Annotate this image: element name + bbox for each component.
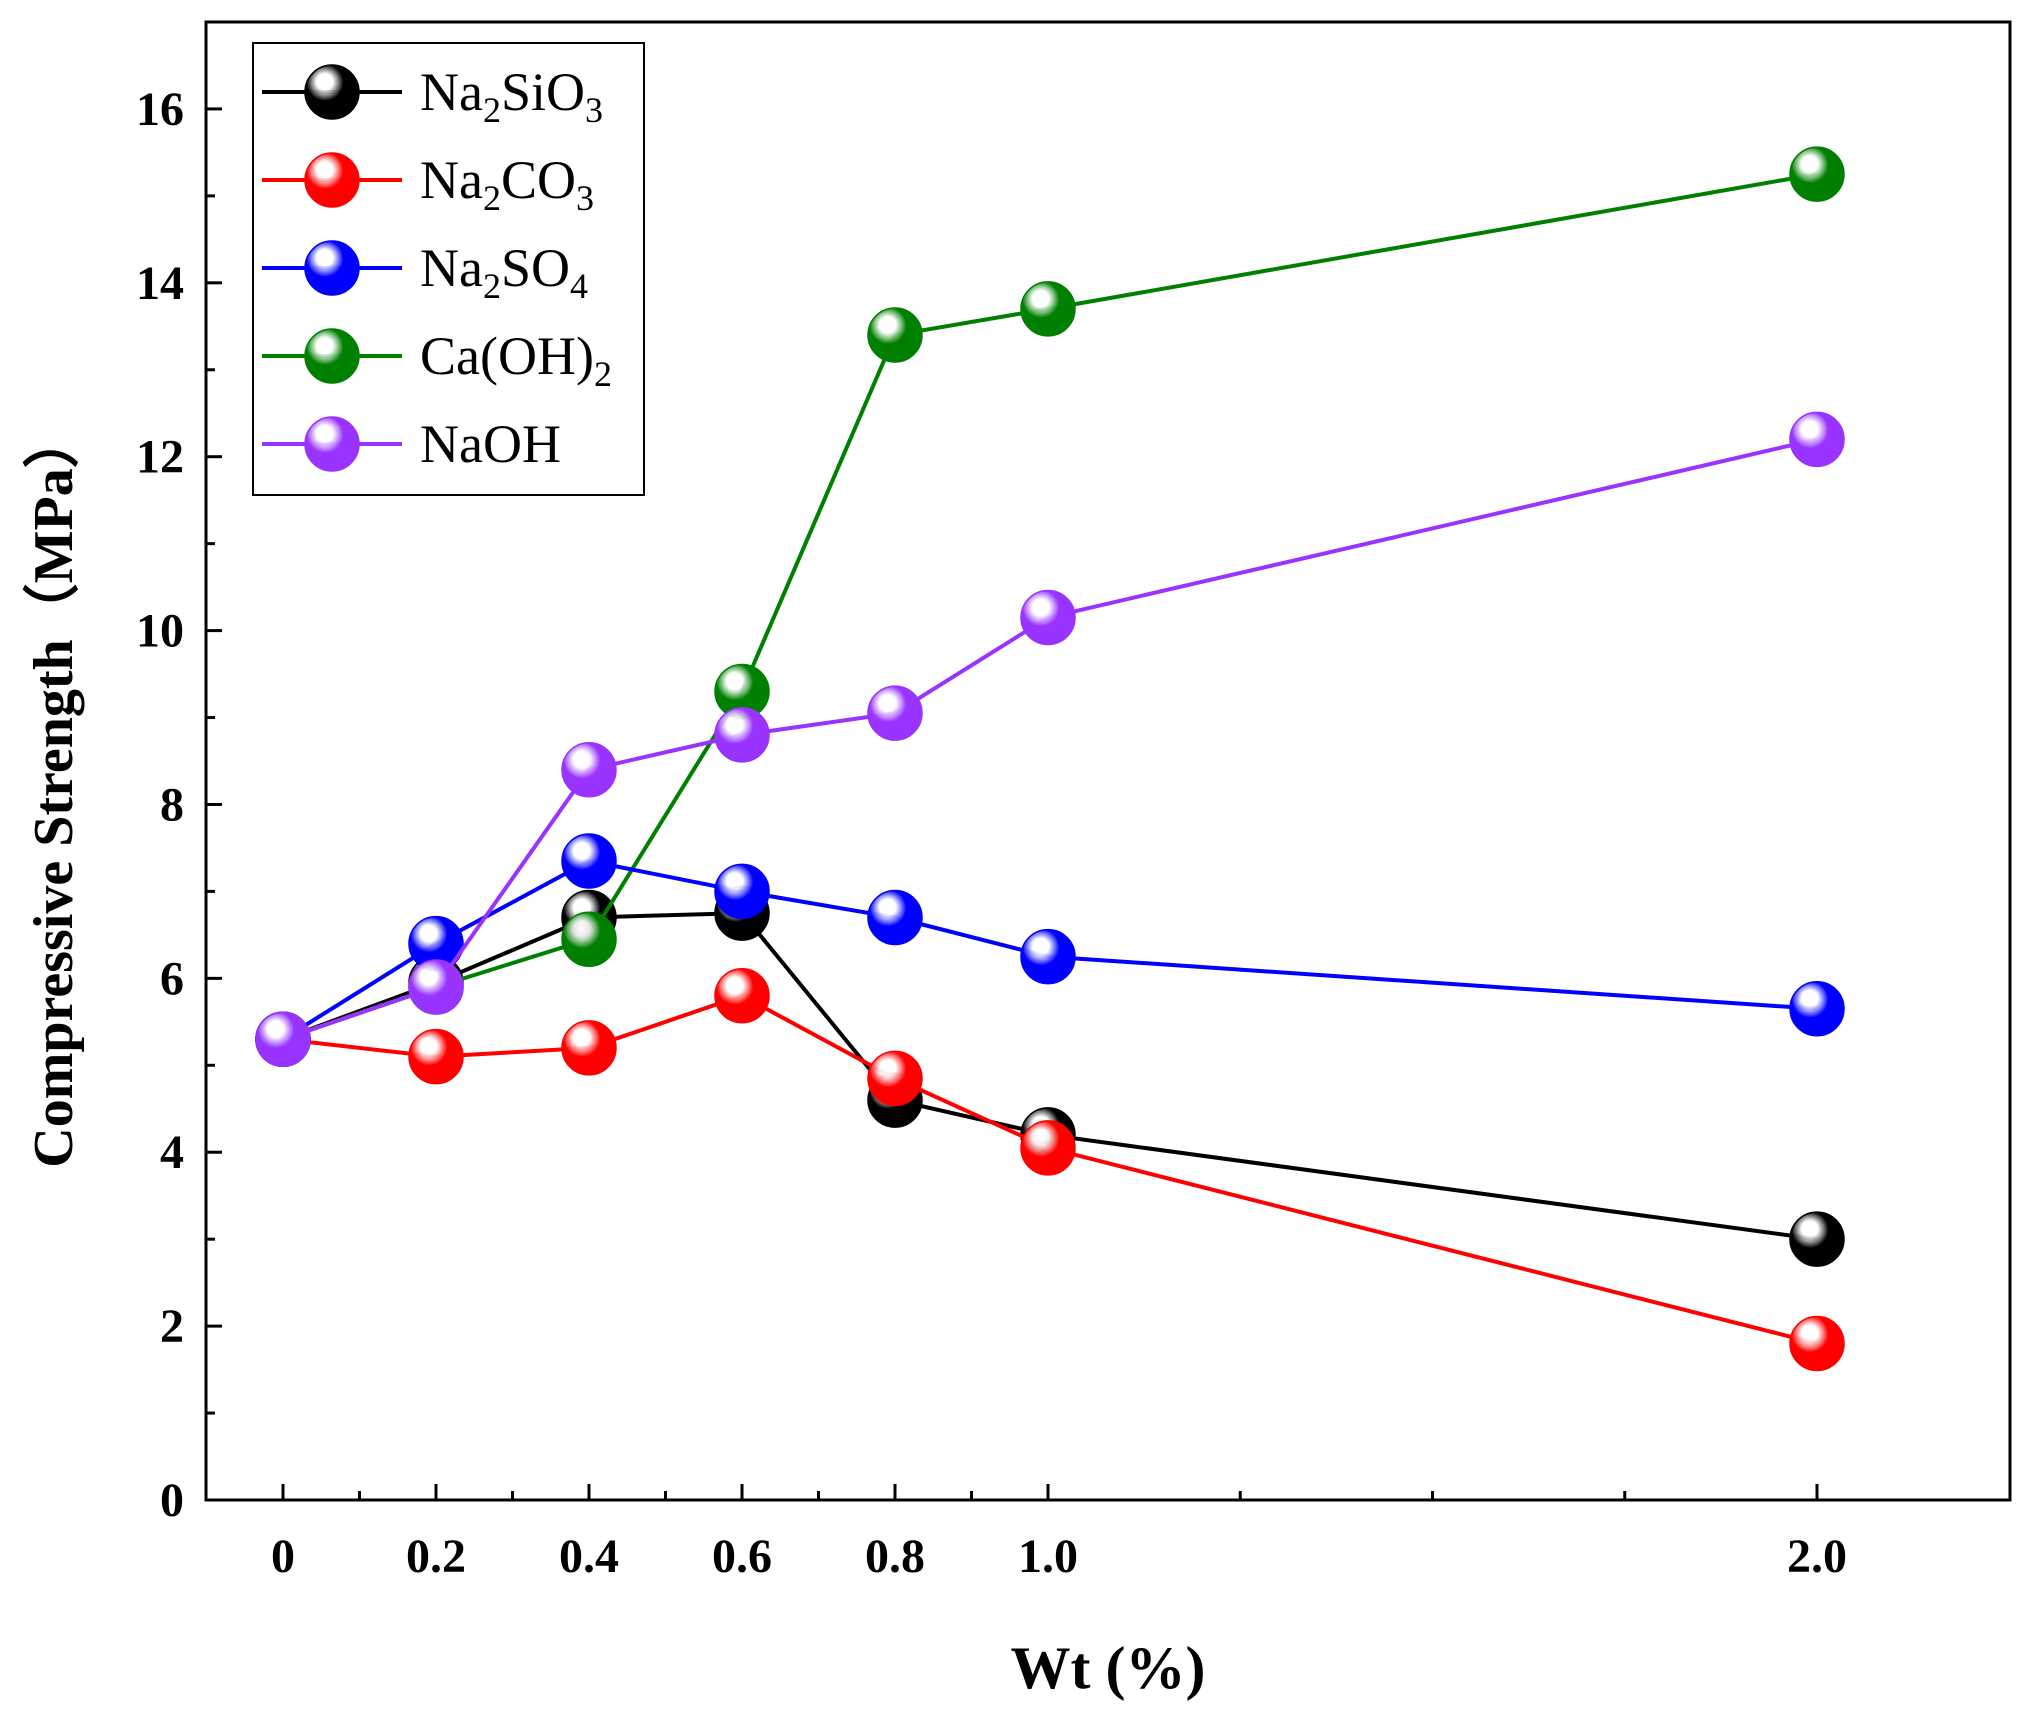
data-point (1020, 589, 1076, 646)
data-point (867, 1050, 923, 1107)
y-tick-label: 8 (160, 778, 184, 831)
y-tick-label: 6 (160, 952, 184, 1005)
y-tick-label: 4 (160, 1126, 184, 1179)
y-axis-title: Compressive Strength（MPa） (22, 412, 85, 1167)
legend-marker (304, 152, 360, 208)
y-tick-label: 0 (160, 1474, 184, 1527)
legend-marker (304, 416, 360, 472)
data-point (714, 863, 770, 920)
series-na-so (255, 833, 1845, 1067)
legend-item-naoh: NaOH (262, 414, 561, 474)
y-tick-label: 16 (136, 83, 184, 136)
legend-label: Na2CO3 (420, 150, 594, 218)
y-tick-label: 10 (136, 605, 184, 658)
legend-label: NaOH (420, 414, 561, 474)
series-naoh (255, 411, 1845, 1067)
data-point (714, 967, 770, 1024)
legend-label: Na2SiO3 (420, 62, 603, 130)
series-na-co (255, 967, 1845, 1372)
legend: Na2SiO3 Na2CO3 Na2SO4 Ca(OH)2 NaOH (252, 42, 645, 496)
legend-marker (304, 64, 360, 120)
plot-frame (204, 20, 2012, 1502)
data-point (1789, 411, 1845, 468)
legend-item-na-sio: Na2SiO3 (262, 62, 603, 130)
legend-marker (304, 240, 360, 296)
data-point (408, 959, 464, 1015)
y-tick-label: 12 (136, 431, 184, 484)
x-tick-label: 1.0 (1018, 1530, 1078, 1583)
y-tick-label: 2 (160, 1300, 184, 1353)
x-tick-label: 2.0 (1787, 1530, 1847, 1583)
data-point (561, 1020, 617, 1076)
axes-group: 0 2 4 6 8 10 12 14 16 0 0.2 0.4 0.6 0.8 1.0 2.0 (136, 20, 1847, 1583)
legend-label: Ca(OH)2 (420, 326, 612, 394)
x-axis-title: Wt (%) (1011, 1635, 1206, 1701)
data-point (255, 1011, 311, 1067)
data-point (1789, 981, 1845, 1037)
data-point (561, 741, 617, 798)
legend-item-na-so: Na2SO4 (262, 238, 588, 306)
data-point (1789, 146, 1845, 202)
series-group (255, 146, 1845, 1372)
x-tick-label: 0.4 (559, 1530, 619, 1583)
legend-item-na-co: Na2CO3 (262, 150, 594, 218)
legend-label: Na2SO4 (420, 238, 588, 306)
x-tick-label: 0.6 (712, 1530, 772, 1583)
data-point (1020, 928, 1076, 985)
x-tick-label: 0.8 (865, 1530, 925, 1583)
x-tick-label: 0.2 (406, 1530, 466, 1583)
data-point (867, 685, 923, 741)
data-point (1789, 1211, 1845, 1267)
data-point (1020, 281, 1076, 337)
data-point (867, 889, 923, 946)
data-point (714, 707, 770, 763)
data-point (1789, 1315, 1845, 1372)
legend-box (252, 42, 645, 496)
data-point (408, 1028, 464, 1085)
legend-marker (304, 328, 360, 384)
data-point (561, 833, 617, 889)
data-point (561, 911, 617, 967)
x-tick-label: 0 (271, 1530, 295, 1583)
legend-item-ca-oh: Ca(OH)2 (262, 326, 612, 394)
data-point (867, 307, 923, 363)
data-point (1020, 1120, 1076, 1176)
y-tick-label: 14 (136, 257, 184, 310)
